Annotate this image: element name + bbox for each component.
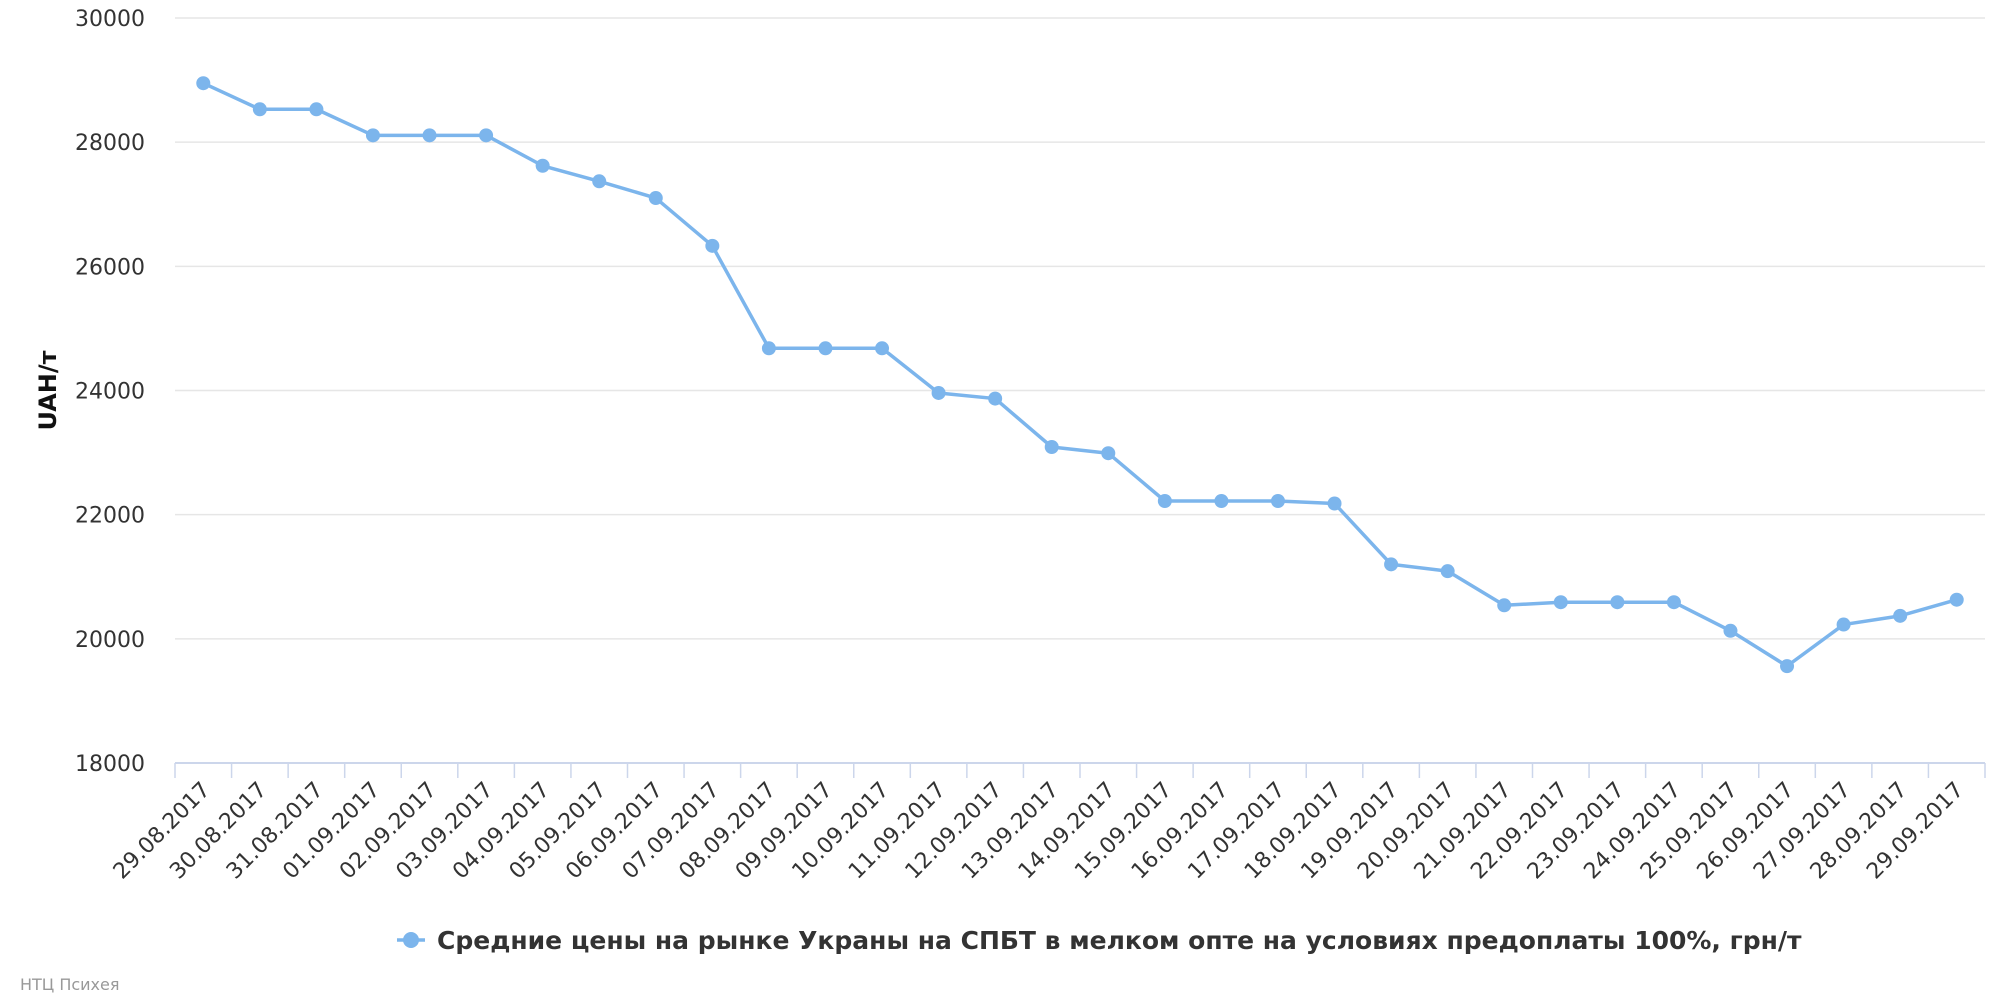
y-axis-label: UAH/т — [34, 350, 62, 430]
data-point — [1780, 659, 1795, 674]
y-tick-label: 24000 — [75, 380, 145, 405]
data-point — [931, 385, 946, 400]
data-point — [1440, 564, 1455, 579]
data-point — [535, 158, 550, 173]
data-point — [1610, 595, 1625, 610]
data-point — [422, 128, 437, 143]
y-tick-label: 28000 — [75, 131, 145, 156]
x-axis-ticks: 29.08.201730.08.201731.08.201701.09.2017… — [109, 778, 1969, 885]
data-point — [1214, 494, 1229, 509]
y-tick-label: 18000 — [75, 752, 145, 777]
data-point — [196, 76, 211, 91]
data-point — [1836, 617, 1851, 632]
data-point — [479, 128, 494, 143]
legend-series-name: Средние цены на рынке Украны на СПБТ в м… — [437, 926, 1802, 955]
x-axis — [174, 762, 1986, 778]
y-tick-label: 22000 — [75, 504, 145, 529]
data-point — [1497, 598, 1512, 613]
data-point — [988, 391, 1003, 406]
series-group — [196, 76, 1964, 674]
data-point — [1723, 623, 1738, 638]
y-axis-ticks: 18000 20000 22000 24000 26000 28000 30000 — [75, 7, 145, 777]
data-point — [818, 341, 833, 356]
data-point — [1101, 446, 1116, 461]
series-line — [201, 81, 1959, 668]
data-point — [705, 238, 720, 253]
data-point — [1384, 557, 1399, 572]
data-point — [1553, 595, 1568, 610]
data-point — [648, 191, 663, 206]
data-point — [592, 174, 607, 189]
data-point — [252, 102, 267, 117]
data-point — [1157, 494, 1172, 509]
data-point — [1270, 494, 1285, 509]
legend-marker-dot — [403, 932, 419, 948]
data-point — [761, 341, 776, 356]
legend[interactable]: Средние цены на рынке Украны на СПБТ в м… — [397, 926, 1802, 955]
data-point — [365, 128, 380, 143]
chart-credit[interactable]: НТЦ Психея — [20, 975, 119, 994]
data-point — [1327, 496, 1342, 511]
data-point — [1949, 592, 1964, 607]
data-point — [309, 102, 324, 117]
data-point — [1893, 608, 1908, 623]
y-tick-label: 26000 — [75, 255, 145, 280]
grid-lines — [175, 17, 1985, 640]
data-point — [1044, 439, 1059, 454]
data-point — [875, 341, 890, 356]
y-tick-label: 20000 — [75, 628, 145, 653]
data-point — [1666, 595, 1681, 610]
y-tick-label: 30000 — [75, 7, 145, 32]
x-tick-label: 29.08.2017 — [109, 778, 216, 885]
